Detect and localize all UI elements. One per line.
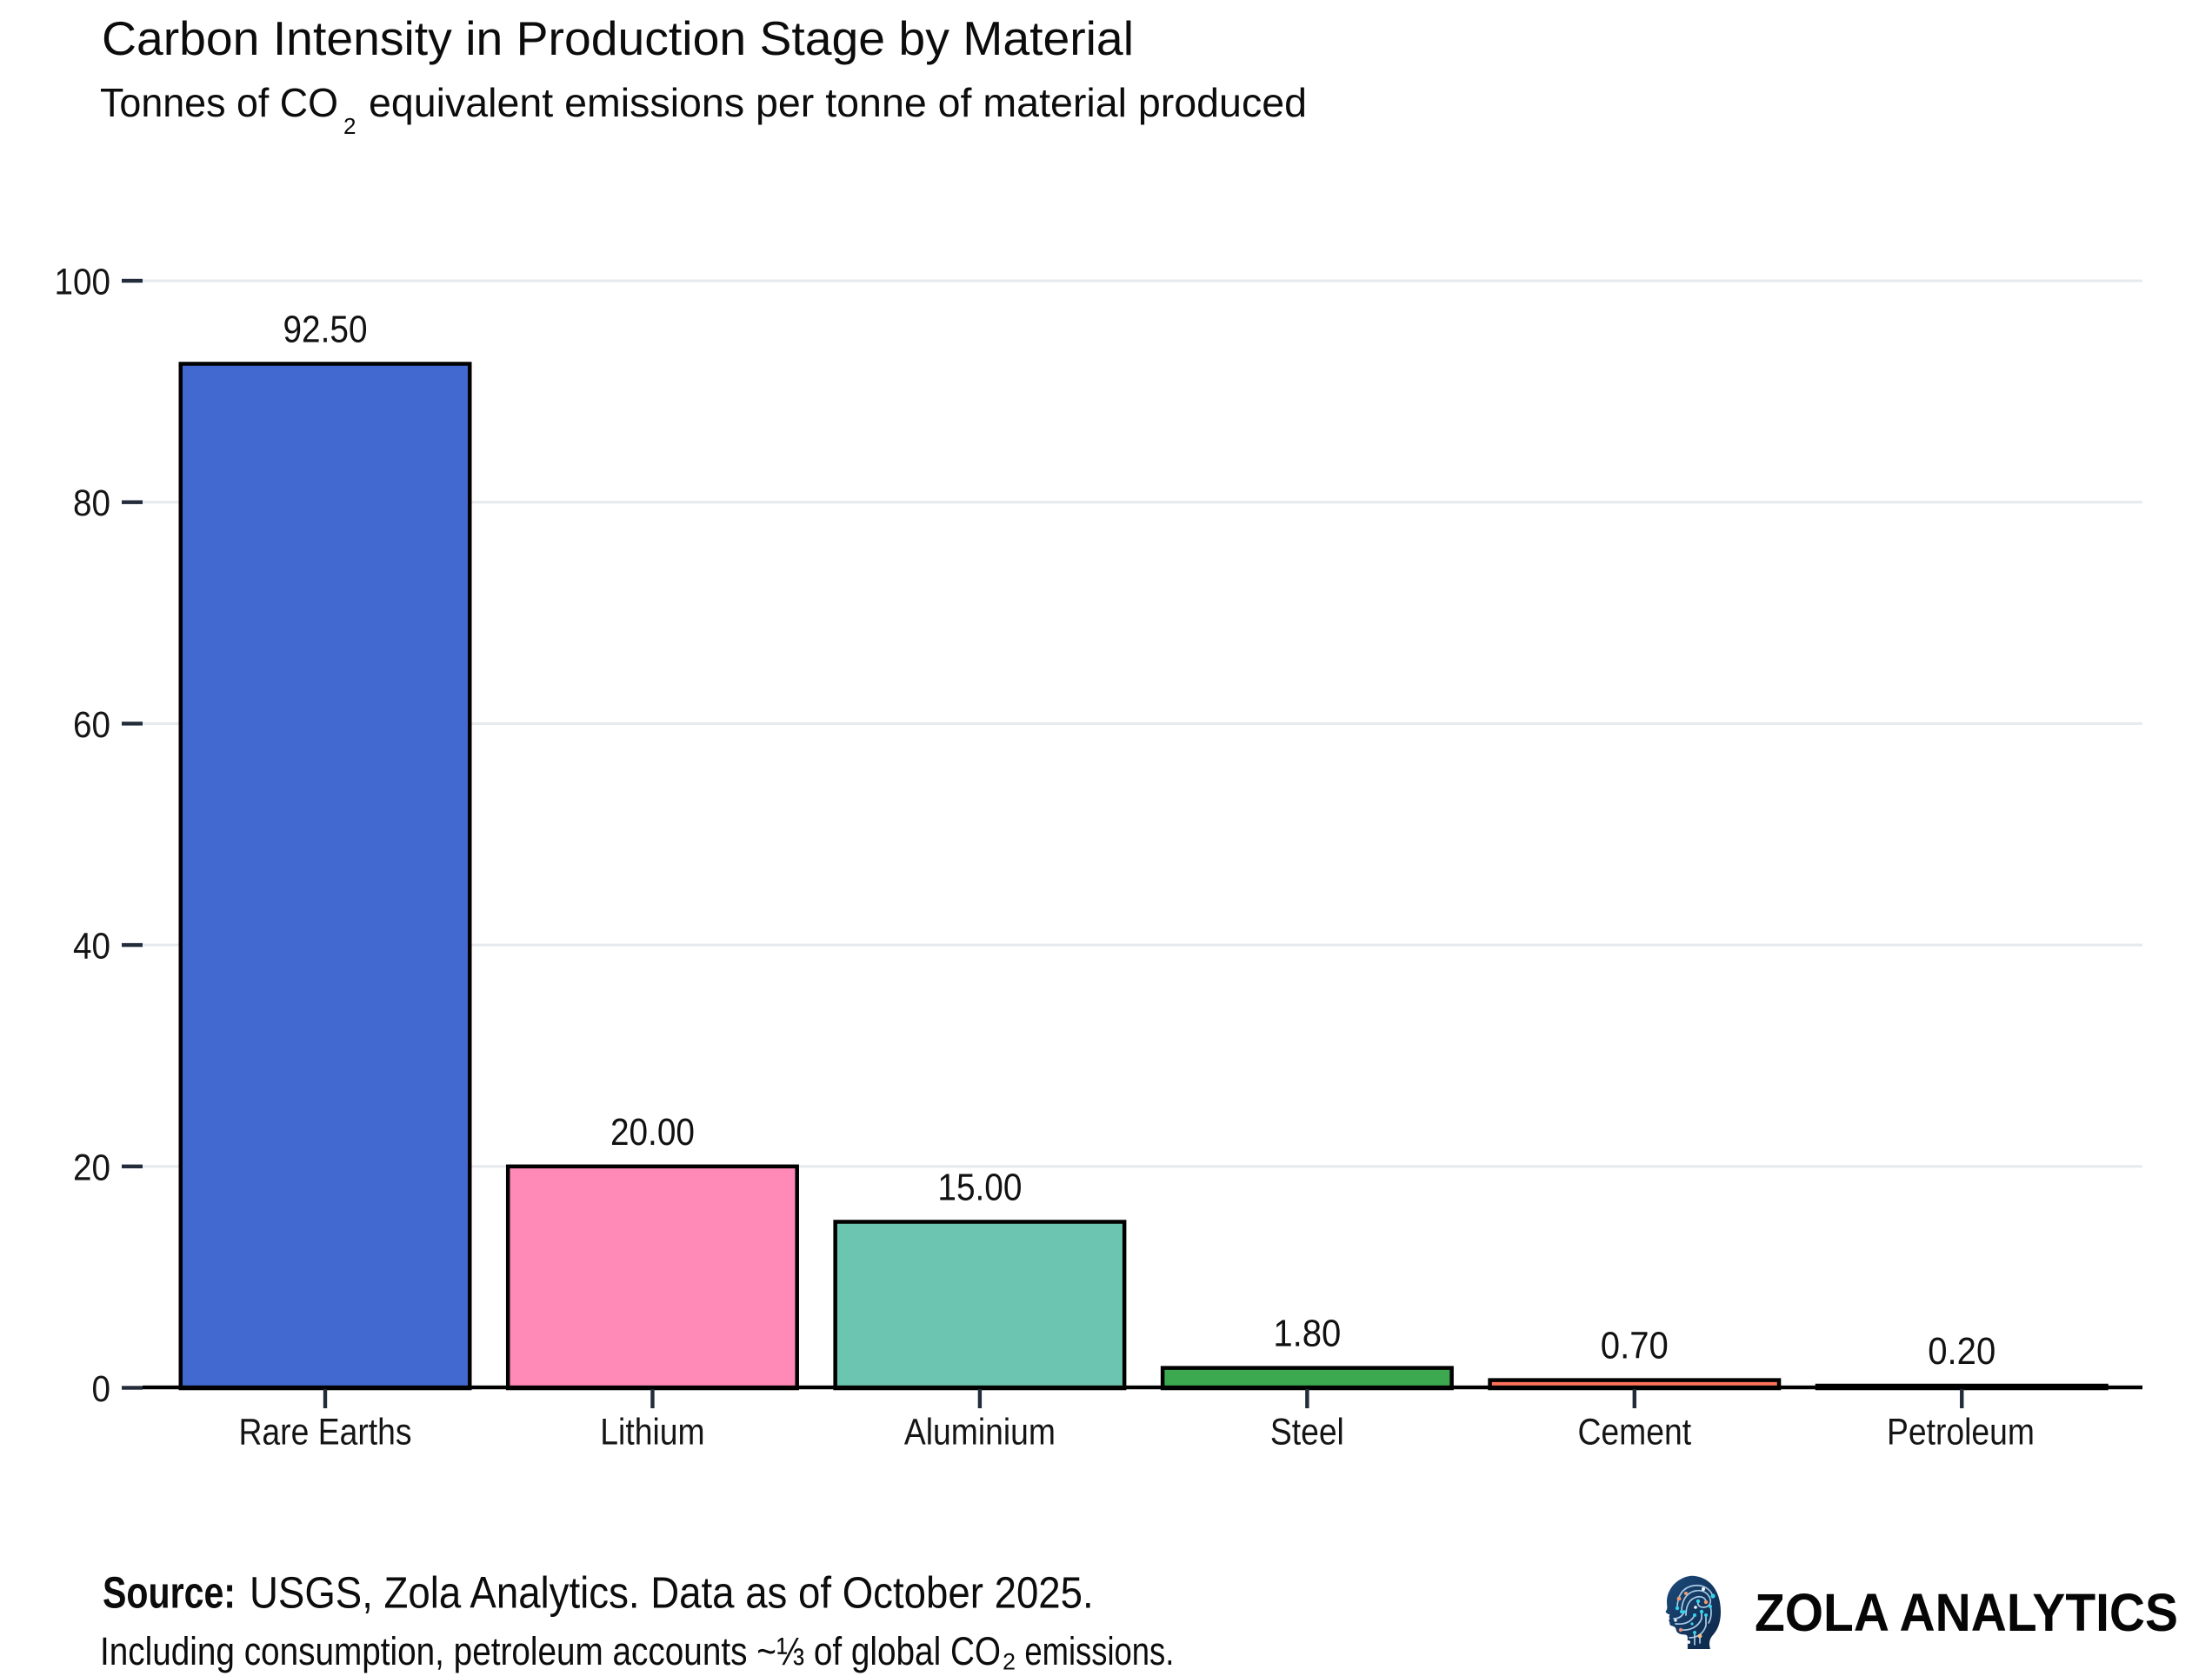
svg-text:Aluminium: Aluminium <box>904 1412 1056 1453</box>
svg-text:Cement: Cement <box>1578 1412 1692 1453</box>
svg-text:60: 60 <box>73 704 110 746</box>
svg-text:1.80: 1.80 <box>1273 1313 1341 1355</box>
svg-text:equivalent emissions per tonne: equivalent emissions per tonne of materi… <box>369 80 1307 125</box>
svg-text:40: 40 <box>73 926 110 968</box>
svg-text:20.00: 20.00 <box>610 1111 695 1154</box>
svg-text:0.70: 0.70 <box>1601 1325 1669 1367</box>
svg-text:100: 100 <box>55 262 111 303</box>
svg-text:2: 2 <box>343 113 356 139</box>
svg-text:0.20: 0.20 <box>1928 1330 1995 1373</box>
svg-text:Steel: Steel <box>1270 1412 1344 1453</box>
svg-text:Including consumption, petrole: Including consumption, petroleum account… <box>100 1629 1001 1673</box>
svg-text:92.50: 92.50 <box>283 309 368 351</box>
svg-text:2: 2 <box>1003 1649 1016 1675</box>
svg-text:Source:: Source: <box>103 1568 236 1618</box>
svg-text:Petroleum: Petroleum <box>1887 1412 2035 1453</box>
svg-text:Lithium: Lithium <box>600 1412 704 1453</box>
svg-text:15.00: 15.00 <box>937 1167 1022 1209</box>
svg-text:ZOLA ANALYTICS: ZOLA ANALYTICS <box>1755 1583 2178 1642</box>
svg-text:Rare Earths: Rare Earths <box>239 1412 412 1453</box>
svg-text:Tonnes of CO: Tonnes of CO <box>100 80 338 125</box>
svg-text:USGS, Zola Analytics. Data as: USGS, Zola Analytics. Data as of October… <box>250 1568 1094 1618</box>
svg-text:20: 20 <box>73 1147 110 1188</box>
svg-text:emissions.: emissions. <box>1024 1629 1174 1673</box>
svg-text:80: 80 <box>73 482 110 524</box>
svg-text:Carbon Intensity in Production: Carbon Intensity in Production Stage by … <box>102 11 1134 65</box>
svg-text:0: 0 <box>92 1368 111 1410</box>
